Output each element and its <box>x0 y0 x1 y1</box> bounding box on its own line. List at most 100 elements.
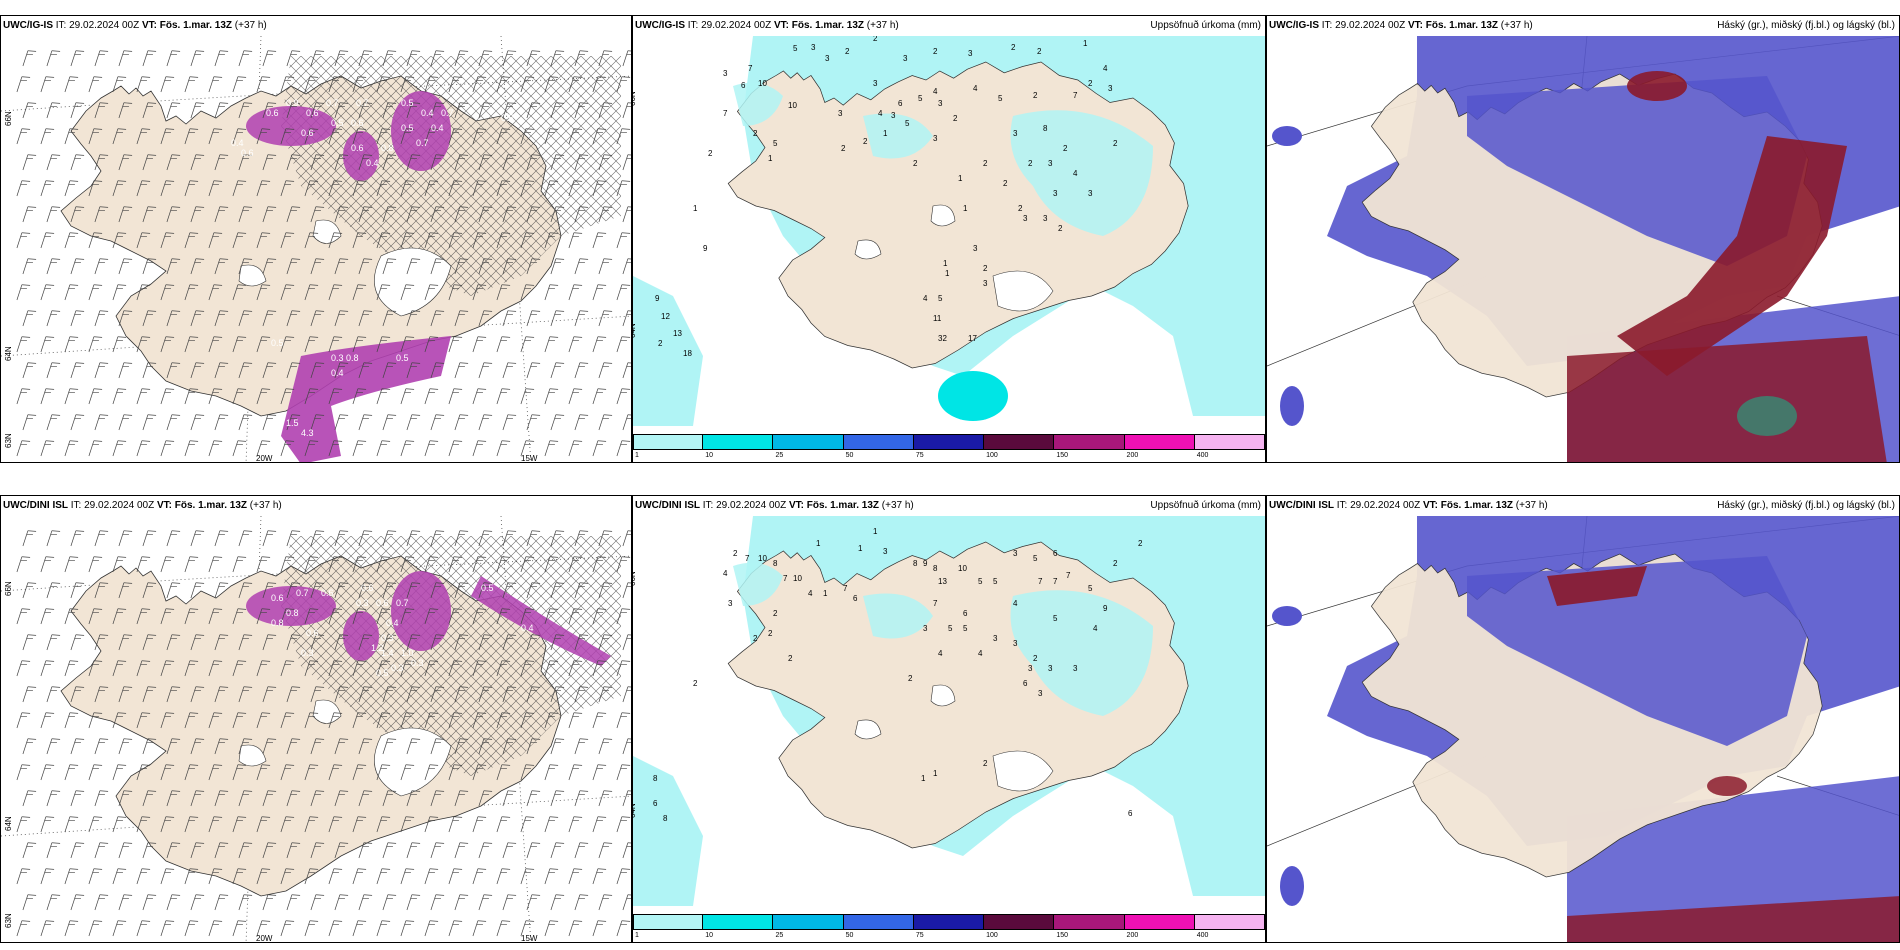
wind-barb <box>454 738 469 755</box>
precip-area <box>863 593 933 639</box>
precip-value-label: 5 <box>938 294 943 303</box>
wind-barb <box>424 232 439 249</box>
wind-barb <box>448 440 463 457</box>
precip-value-label: 3 <box>1048 159 1053 168</box>
wind-barb <box>568 868 583 885</box>
wind-barb <box>430 362 445 379</box>
precip-area <box>633 276 703 426</box>
precip-value-label: 3 <box>938 99 943 108</box>
precip-value-label: 5 <box>978 577 983 586</box>
wind-barb <box>592 816 607 833</box>
wind-barb <box>46 362 61 379</box>
wind-barb <box>166 686 181 703</box>
precip-value-label: 1 <box>1083 39 1088 48</box>
wind-barb <box>592 608 607 625</box>
wind-barb <box>22 738 37 755</box>
precip-value-label: 8 <box>1043 124 1048 133</box>
wind-barb <box>22 102 37 119</box>
moisture-label: 0.9 <box>286 98 299 108</box>
wind-barb <box>94 582 109 599</box>
wind-barb <box>262 154 277 171</box>
wind-barb <box>430 686 445 703</box>
wind-barb <box>406 842 421 859</box>
wind-barb <box>118 634 133 651</box>
moisture-label: 0.6 <box>271 593 284 603</box>
wind-barb <box>526 310 541 327</box>
wind-barb <box>64 920 79 937</box>
wind-barb <box>184 284 199 301</box>
colorbar-tick-label: 400 <box>1196 452 1209 459</box>
wind-barb <box>286 634 301 651</box>
wind-barb <box>238 206 253 223</box>
precip-value-label: 4 <box>1013 599 1018 608</box>
wind-barb <box>334 362 349 379</box>
wind-barb <box>334 50 349 67</box>
wind-barb <box>358 842 373 859</box>
wind-barb <box>382 258 397 275</box>
wind-barb <box>256 128 271 145</box>
wind-barb <box>406 738 421 755</box>
precip-value-label: 4 <box>938 649 943 658</box>
precip-value-label: 10 <box>793 574 802 583</box>
precip-value-label: 1 <box>963 204 968 213</box>
wind-barb <box>496 712 511 729</box>
wind-barb <box>496 232 511 249</box>
moisture-label: 0.4 <box>431 123 444 133</box>
wind-barb <box>550 894 565 911</box>
wind-barb <box>112 128 127 145</box>
glacier <box>374 247 452 317</box>
wind-barb <box>352 816 367 833</box>
wind-barb <box>526 790 541 807</box>
wind-barb <box>40 712 55 729</box>
wind-barb <box>64 128 79 145</box>
wind-barb <box>430 738 445 755</box>
colorbar-swatch <box>843 434 914 450</box>
wind-barb <box>136 608 151 625</box>
wind-barb <box>382 842 397 859</box>
wind-barb <box>472 868 487 885</box>
cloud-map-bottom <box>1267 516 1899 942</box>
wind-barb <box>592 180 607 197</box>
wind-barb <box>40 388 55 405</box>
moisture-label: 0.7 <box>356 98 369 108</box>
wind-barb <box>22 894 37 911</box>
wind-barb <box>526 634 541 651</box>
precip-value-label: 3 <box>728 599 733 608</box>
wind-barb <box>376 336 391 353</box>
precip-area <box>733 82 783 126</box>
precip-area <box>1010 110 1153 236</box>
wind-barb <box>88 128 103 145</box>
wind-barb <box>328 764 343 781</box>
wind-barb <box>358 258 373 275</box>
wind-barb <box>256 608 271 625</box>
wind-barb <box>256 284 271 301</box>
wind-barb <box>184 76 199 93</box>
wind-barb <box>550 842 565 859</box>
wind-barb <box>88 712 103 729</box>
wind-barb <box>64 388 79 405</box>
wind-barb <box>88 440 103 457</box>
wind-barb <box>40 284 55 301</box>
wind-barb <box>502 310 517 327</box>
lon-label-15w: 15W <box>521 934 538 943</box>
wind-barb <box>574 206 589 223</box>
wind-barb <box>46 790 61 807</box>
wind-barb <box>424 128 439 145</box>
wind-barb <box>232 128 247 145</box>
wind-barb <box>520 180 535 197</box>
precip-value-label: 2 <box>908 674 913 683</box>
wind-barb <box>310 686 325 703</box>
wind-barb <box>406 530 421 547</box>
precip-value-label: 5 <box>773 139 778 148</box>
wind-barb <box>592 440 607 457</box>
wind-barb <box>238 154 253 171</box>
lat-label-64n: 64N <box>632 803 637 818</box>
wind-barb <box>94 530 109 547</box>
wind-barb <box>112 816 127 833</box>
wind-barb <box>310 310 325 327</box>
wind-barb <box>328 76 343 93</box>
wind-barb <box>400 660 415 677</box>
wind-barb <box>208 608 223 625</box>
wind-barb <box>136 660 151 677</box>
